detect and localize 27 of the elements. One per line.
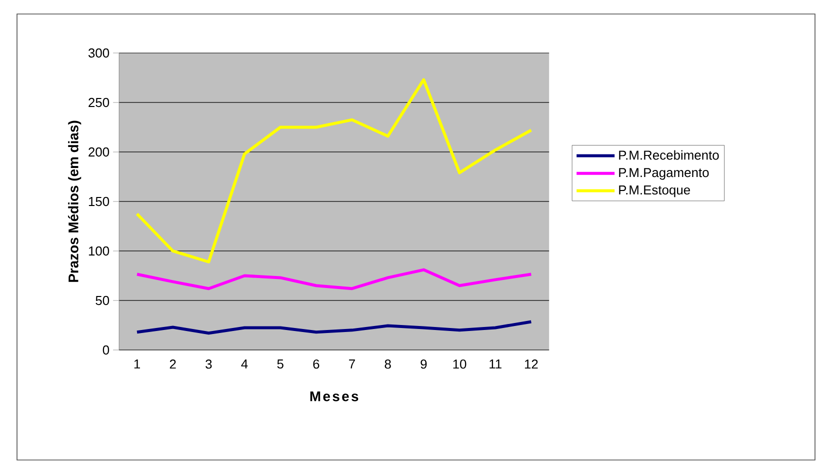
y-tick-label: 50 [96, 296, 110, 306]
line-series [136, 268, 533, 290]
legend-label: P.M.Estoque [619, 186, 690, 198]
y-tick-label: 300 [88, 48, 110, 58]
x-tick-label: 7 [349, 360, 355, 368]
x-axis-title: Meses [310, 392, 358, 402]
x-tick-label: 10 [453, 360, 466, 369]
y-tick-label: 250 [88, 98, 110, 108]
x-tick-label: 3 [206, 360, 212, 369]
legend-label: P.M.Recebimento [619, 150, 719, 160]
line-series [136, 320, 533, 335]
x-tick-label: 2 [170, 360, 176, 369]
x-tick-label: 9 [420, 360, 427, 369]
legend-label: P.M.Pagamento [619, 168, 709, 180]
line-series [136, 78, 533, 264]
x-tick-label: 1 [134, 360, 140, 368]
x-tick-label: 6 [313, 360, 320, 369]
y-tick-label: 100 [88, 246, 110, 256]
x-tick-label: 5 [277, 360, 284, 369]
y-tick-label: 150 [88, 196, 110, 206]
y-axis-title: Prazos Médios (em dias) [68, 120, 82, 282]
x-tick-label: 12 [524, 360, 538, 369]
x-tick-label: 4 [241, 360, 248, 368]
y-tick-label: 0 [102, 345, 110, 355]
x-tick-label: 8 [384, 360, 391, 369]
x-tick-label: 11 [490, 360, 502, 368]
y-tick-label: 200 [88, 147, 110, 157]
